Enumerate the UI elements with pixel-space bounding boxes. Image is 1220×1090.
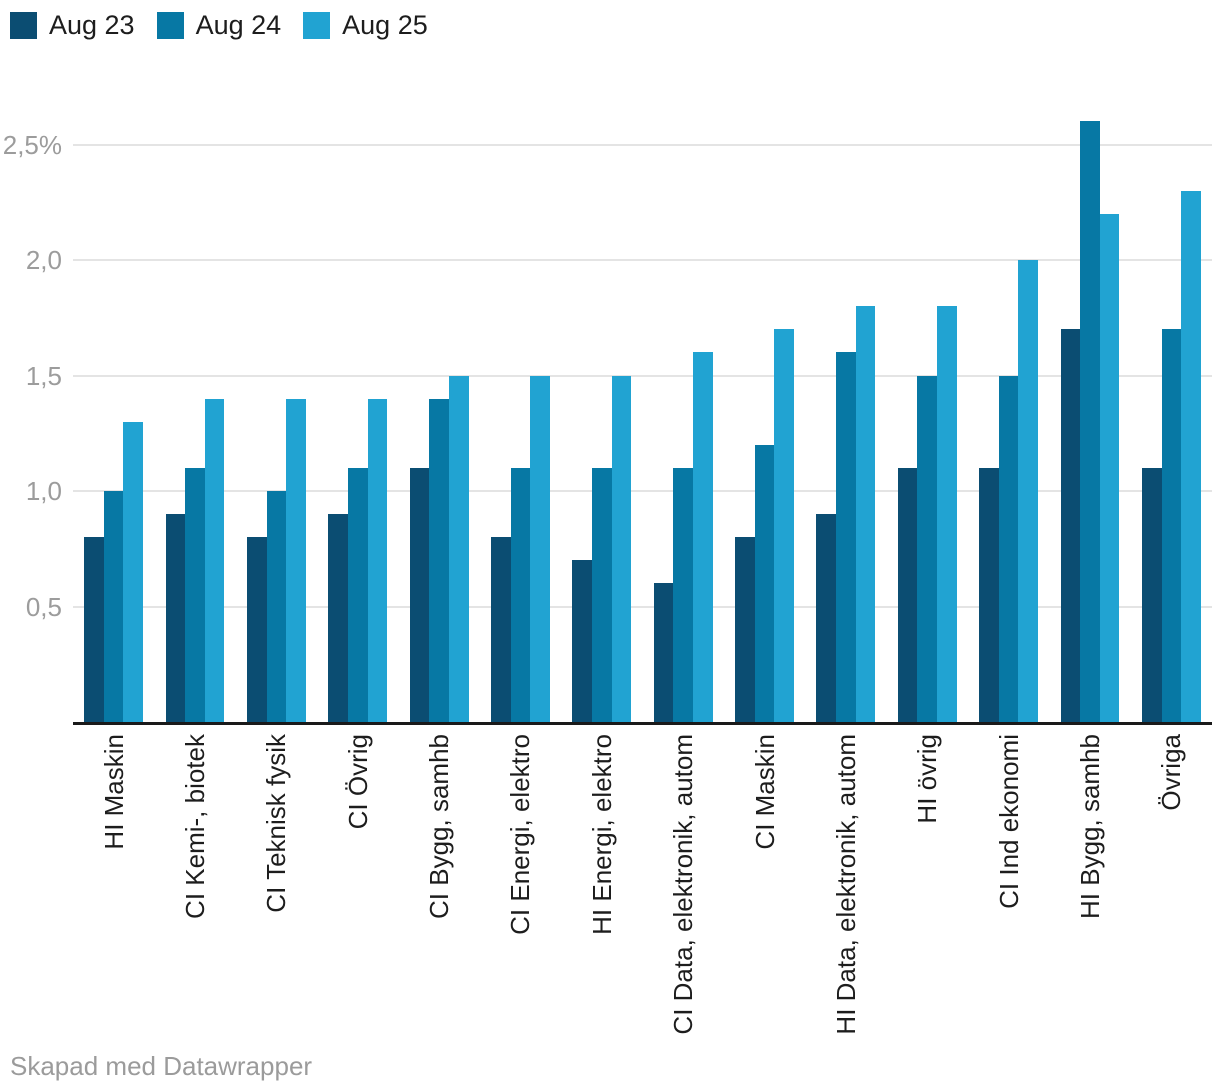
bar — [855, 306, 876, 722]
bar — [266, 491, 287, 722]
bar — [1141, 467, 1162, 722]
bar — [1181, 190, 1201, 722]
bar — [735, 537, 755, 722]
legend-swatch-3 — [303, 12, 331, 39]
bar — [530, 375, 550, 722]
legend-swatch-1 — [10, 12, 37, 39]
bar — [816, 514, 837, 722]
bar — [692, 352, 713, 722]
x-axis-category-label: CI Data, elektronik, autom — [668, 734, 699, 1035]
bar — [1018, 260, 1038, 722]
x-axis-category-label: CI Energi, elektro — [505, 734, 536, 935]
x-axis-category-label: HI Bygg, samhb — [1074, 734, 1105, 919]
bar — [185, 467, 205, 722]
bar — [1099, 213, 1120, 722]
x-axis-category-label: CI Övrig — [342, 734, 373, 830]
bar — [328, 514, 348, 722]
x-axis-category-label: CI Ind ekonomi — [993, 734, 1024, 909]
bar — [429, 398, 449, 722]
legend-swatch-2 — [156, 12, 184, 39]
legend-label: Aug 24 — [195, 10, 282, 40]
legend-item: Aug 23 — [10, 12, 135, 39]
bar — [448, 375, 469, 722]
x-axis-category-label: Övriga — [1156, 734, 1187, 811]
bar — [592, 467, 612, 722]
y-axis-tick-label: 1,5 — [25, 360, 62, 391]
bar — [897, 467, 918, 722]
chart-footer: Skapad med Datawrapper — [10, 1051, 312, 1082]
legend-label: Aug 25 — [342, 10, 428, 40]
bar — [367, 398, 388, 722]
bar — [1060, 329, 1081, 722]
bar — [246, 537, 267, 722]
gridline — [73, 605, 1212, 608]
bar — [979, 467, 999, 722]
x-axis-category-label: HI Data, elektronik, autom — [830, 734, 861, 1035]
bar — [917, 375, 938, 722]
legend-label: Aug 23 — [49, 10, 135, 40]
bar — [409, 467, 430, 722]
bar — [1161, 329, 1182, 722]
bar — [1080, 121, 1100, 722]
bar — [491, 537, 511, 722]
bar — [84, 537, 104, 722]
x-axis-category-label: HI övrig — [912, 734, 943, 824]
y-axis-tick-label: 0,5 — [25, 591, 62, 622]
bar — [774, 329, 794, 722]
x-axis-category-label: CI Bygg, samhb — [424, 734, 455, 919]
gridline — [73, 259, 1212, 261]
bar — [103, 491, 124, 722]
bar — [998, 375, 1019, 722]
legend-item: Aug 25 — [303, 12, 428, 39]
y-axis-tick-label: 2,0 — [25, 245, 62, 275]
bar — [653, 583, 674, 722]
bar — [286, 398, 306, 722]
gridline — [73, 490, 1212, 492]
bar — [754, 444, 775, 722]
bar — [123, 421, 144, 722]
bar — [347, 467, 368, 722]
gridline — [73, 374, 1212, 377]
legend: Aug 23 Aug 24 Aug 25 — [10, 12, 428, 39]
bar — [572, 560, 592, 722]
x-axis-line — [73, 722, 1212, 725]
bar — [204, 398, 225, 722]
bar — [673, 467, 693, 722]
x-axis-category-label: CI Kemi-, biotek — [180, 734, 211, 919]
legend-item: Aug 24 — [156, 10, 282, 40]
bar — [510, 467, 531, 722]
y-axis-tick-label: 2,5% — [2, 129, 62, 160]
x-axis-category-label: HI Energi, elektro — [586, 734, 617, 935]
x-axis-category-label: HI Maskin — [98, 734, 129, 850]
y-axis-tick-label: 1,0 — [25, 476, 62, 506]
x-axis-category-label: CI Teknisk fysik — [261, 734, 292, 913]
bar — [165, 514, 186, 722]
datawrapper-credit-link[interactable]: Skapad med Datawrapper — [10, 1051, 313, 1081]
bar — [937, 306, 957, 722]
x-axis-category-label: CI Maskin — [749, 734, 780, 850]
bar — [836, 352, 856, 722]
gridline — [73, 143, 1212, 146]
bar — [611, 375, 632, 722]
